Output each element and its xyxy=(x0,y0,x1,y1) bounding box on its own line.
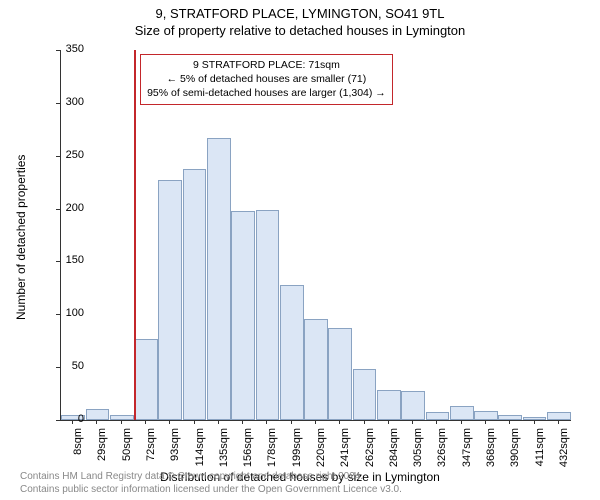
ytick-label: 300 xyxy=(44,96,84,108)
histogram-bar xyxy=(158,180,182,420)
ytick-mark xyxy=(56,50,60,51)
xtick-label: 29sqm xyxy=(96,428,108,478)
xtick-label: 432sqm xyxy=(558,428,570,478)
xtick-label: 305sqm xyxy=(412,428,424,478)
xtick-mark xyxy=(218,420,219,424)
xtick-mark xyxy=(534,420,535,424)
ytick-mark xyxy=(56,261,60,262)
xtick-label: 368sqm xyxy=(485,428,497,478)
histogram-bar xyxy=(183,169,207,420)
xtick-label: 178sqm xyxy=(266,428,278,478)
xtick-mark xyxy=(339,420,340,424)
xtick-mark xyxy=(242,420,243,424)
histogram-bar xyxy=(401,391,425,420)
xtick-label: 135sqm xyxy=(218,428,230,478)
xtick-label: 114sqm xyxy=(194,428,206,478)
xtick-label: 411sqm xyxy=(534,428,546,478)
xtick-mark xyxy=(194,420,195,424)
xtick-mark xyxy=(388,420,389,424)
ytick-label: 150 xyxy=(44,254,84,266)
histogram-bar xyxy=(256,210,280,420)
ytick-mark xyxy=(56,420,60,421)
xtick-label: 93sqm xyxy=(169,428,181,478)
xtick-mark xyxy=(72,420,73,424)
xtick-label: 284sqm xyxy=(388,428,400,478)
histogram-bar xyxy=(304,319,328,420)
ytick-label: 50 xyxy=(44,360,84,372)
xtick-mark xyxy=(315,420,316,424)
xtick-mark xyxy=(169,420,170,424)
ytick-label: 250 xyxy=(44,149,84,161)
histogram-bar xyxy=(474,411,498,421)
xtick-mark xyxy=(96,420,97,424)
xtick-label: 199sqm xyxy=(291,428,303,478)
xtick-label: 390sqm xyxy=(509,428,521,478)
histogram-bar xyxy=(547,412,571,420)
xtick-label: 220sqm xyxy=(315,428,327,478)
xtick-label: 156sqm xyxy=(242,428,254,478)
xtick-mark xyxy=(509,420,510,424)
marker-line xyxy=(134,50,136,420)
xtick-label: 8sqm xyxy=(72,428,84,478)
ytick-label: 350 xyxy=(44,43,84,55)
ytick-mark xyxy=(56,314,60,315)
xtick-mark xyxy=(145,420,146,424)
histogram-bar xyxy=(86,409,110,420)
page-subtitle: Size of property relative to detached ho… xyxy=(0,21,600,38)
xtick-mark xyxy=(291,420,292,424)
xtick-mark xyxy=(412,420,413,424)
xtick-mark xyxy=(461,420,462,424)
histogram-bar xyxy=(328,328,352,420)
histogram-bar xyxy=(377,390,401,420)
xtick-mark xyxy=(266,420,267,424)
ytick-mark xyxy=(56,103,60,104)
xtick-label: 72sqm xyxy=(145,428,157,478)
histogram-bar xyxy=(450,406,474,420)
y-axis-label: Number of detached properties xyxy=(14,155,28,320)
ytick-mark xyxy=(56,156,60,157)
xtick-mark xyxy=(121,420,122,424)
histogram-bar xyxy=(134,339,158,420)
ytick-label: 200 xyxy=(44,202,84,214)
histogram-bar xyxy=(353,369,377,420)
xtick-label: 326sqm xyxy=(436,428,448,478)
histogram-bar xyxy=(426,412,450,420)
xtick-label: 262sqm xyxy=(364,428,376,478)
histogram-chart: 9 STRATFORD PLACE: 71sqm ← 5% of detache… xyxy=(60,50,571,421)
ytick-mark xyxy=(56,209,60,210)
info-line: ← 5% of detached houses are smaller (71) xyxy=(147,72,386,86)
xtick-mark xyxy=(485,420,486,424)
ytick-label: 100 xyxy=(44,307,84,319)
xtick-label: 50sqm xyxy=(121,428,133,478)
footer-line: Contains public sector information licen… xyxy=(20,483,402,496)
xtick-label: 241sqm xyxy=(339,428,351,478)
xtick-mark xyxy=(558,420,559,424)
xtick-mark xyxy=(436,420,437,424)
histogram-bar xyxy=(207,138,231,420)
histogram-bar xyxy=(110,415,134,420)
info-line: 95% of semi-detached houses are larger (… xyxy=(147,86,386,100)
info-line: 9 STRATFORD PLACE: 71sqm xyxy=(147,58,386,72)
info-box: 9 STRATFORD PLACE: 71sqm ← 5% of detache… xyxy=(140,54,393,105)
page-title: 9, STRATFORD PLACE, LYMINGTON, SO41 9TL xyxy=(0,0,600,21)
ytick-mark xyxy=(56,367,60,368)
xtick-mark xyxy=(364,420,365,424)
histogram-bar xyxy=(280,285,304,420)
ytick-label: 0 xyxy=(44,413,84,425)
xtick-label: 347sqm xyxy=(461,428,473,478)
histogram-bar xyxy=(231,211,255,420)
